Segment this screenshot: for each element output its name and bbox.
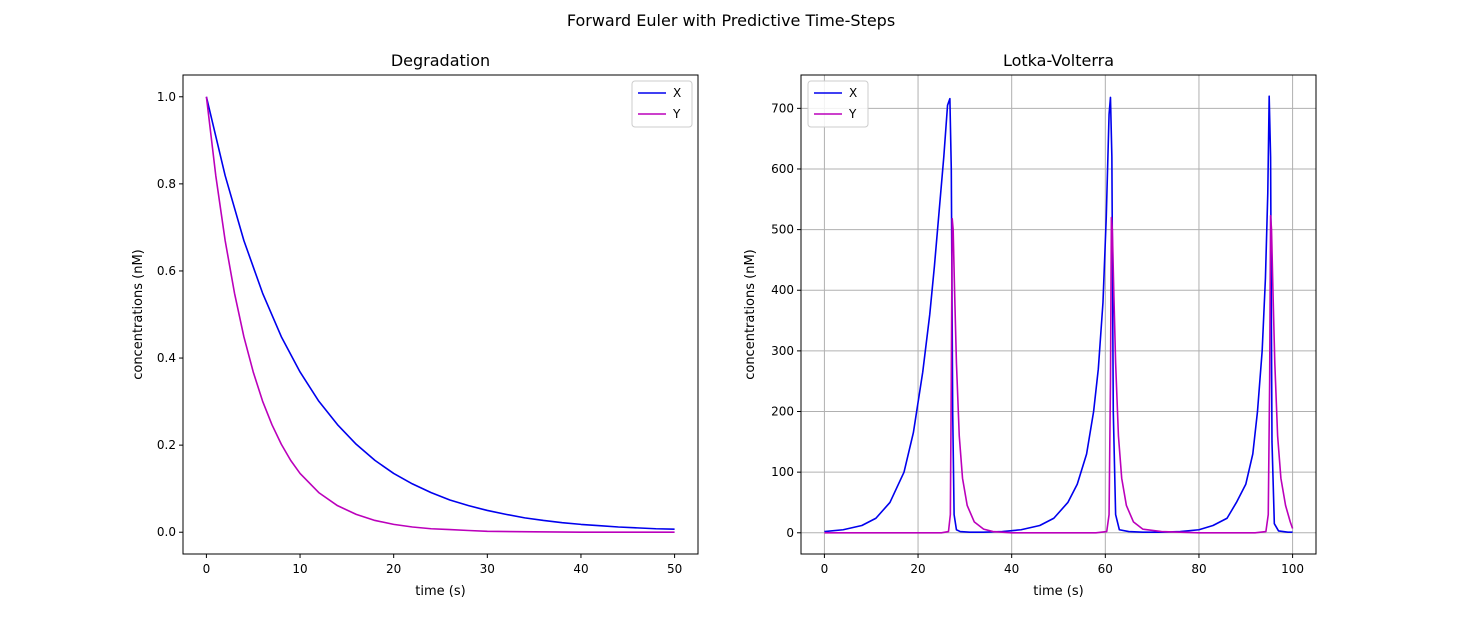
degradation-ytick-label-0: 0.0 <box>157 525 176 539</box>
lotka-volterra-ytick-label-5: 500 <box>771 223 794 237</box>
lotka-volterra-legend: XY <box>807 80 869 128</box>
lotka-volterra-legend-label-x: X <box>849 86 857 100</box>
degradation-legend-box <box>631 80 693 128</box>
degradation-ytick-label-1: 0.2 <box>157 438 176 452</box>
lotka-volterra-xtick-label-4: 80 <box>1191 562 1206 576</box>
degradation-xtick-label-1: 10 <box>292 562 307 576</box>
lotka-volterra-axes-frame <box>800 74 1317 555</box>
degradation-ytick-label-4: 0.8 <box>157 177 176 191</box>
lotka-volterra-ytick-label-7: 700 <box>771 101 794 115</box>
degradation-series-y-line <box>205 96 675 534</box>
lotka-volterra-xtick-label-0: 0 <box>821 562 829 576</box>
lotka-volterra-ytick-label-2: 200 <box>771 405 794 419</box>
degradation-xtick-label-5: 50 <box>667 562 682 576</box>
lotka-volterra-xtick-label-3: 60 <box>1098 562 1113 576</box>
degradation-ytick-label-5: 1.0 <box>157 90 176 104</box>
degradation-legend-label-y: Y <box>672 107 681 121</box>
degradation-axes-frame <box>182 74 699 555</box>
lotka-volterra-ytick-label-6: 600 <box>771 162 794 176</box>
lotka-volterra-ytick-label-4: 400 <box>771 283 794 297</box>
lotka-volterra-ytick-label-1: 100 <box>771 465 794 479</box>
degradation-xlabel: time (s) <box>415 584 465 599</box>
degradation-ylabel: concentrations (nM) <box>131 249 146 380</box>
degradation-plot: 0 10 20 30 40 50 0.0 0.2 0.4 0.6 0.8 1.0 Degradation… <box>131 51 699 599</box>
figure-title: Forward Euler with Predictive Time-Steps <box>567 11 895 30</box>
degradation-title: Degradation <box>391 51 490 70</box>
lotka-volterra-xtick-label-1: 20 <box>910 562 925 576</box>
lotka-volterra-xtick-label-2: 40 <box>1004 562 1019 576</box>
lotka-volterra-ytick-label-3: 300 <box>771 344 794 358</box>
lotka-volterra-xlabel: time (s) <box>1033 584 1083 599</box>
degradation-ytick-label-3: 0.6 <box>157 264 176 278</box>
lotka-volterra-legend-box <box>807 80 869 128</box>
degradation-legend-label-x: X <box>673 86 681 100</box>
lotka-volterra-series-x-line <box>824 95 1293 533</box>
lotka-volterra-plot: 0 20 40 60 80 100 0 100 200 300 400 500 600 700 Lotka-… <box>743 51 1317 599</box>
lotka-volterra-ylabel: concentrations (nM) <box>743 249 758 380</box>
degradation-xtick-label-2: 20 <box>386 562 401 576</box>
degradation-xtick-label-4: 40 <box>573 562 588 576</box>
lotka-volterra-legend-label-y: Y <box>848 107 857 121</box>
lotka-volterra-series-y-line <box>824 214 1294 534</box>
degradation-xtick-label-3: 30 <box>480 562 495 576</box>
degradation-ytick-label-2: 0.4 <box>157 351 176 365</box>
degradation-xtick-label-0: 0 <box>203 562 211 576</box>
lotka-volterra-xtick-label-5: 100 <box>1281 562 1304 576</box>
degradation-legend: XY <box>631 80 693 128</box>
degradation-series-x-line <box>205 96 675 530</box>
lotka-volterra-title: Lotka-Volterra <box>1003 51 1114 70</box>
lotka-volterra-ytick-label-0: 0 <box>786 526 794 540</box>
